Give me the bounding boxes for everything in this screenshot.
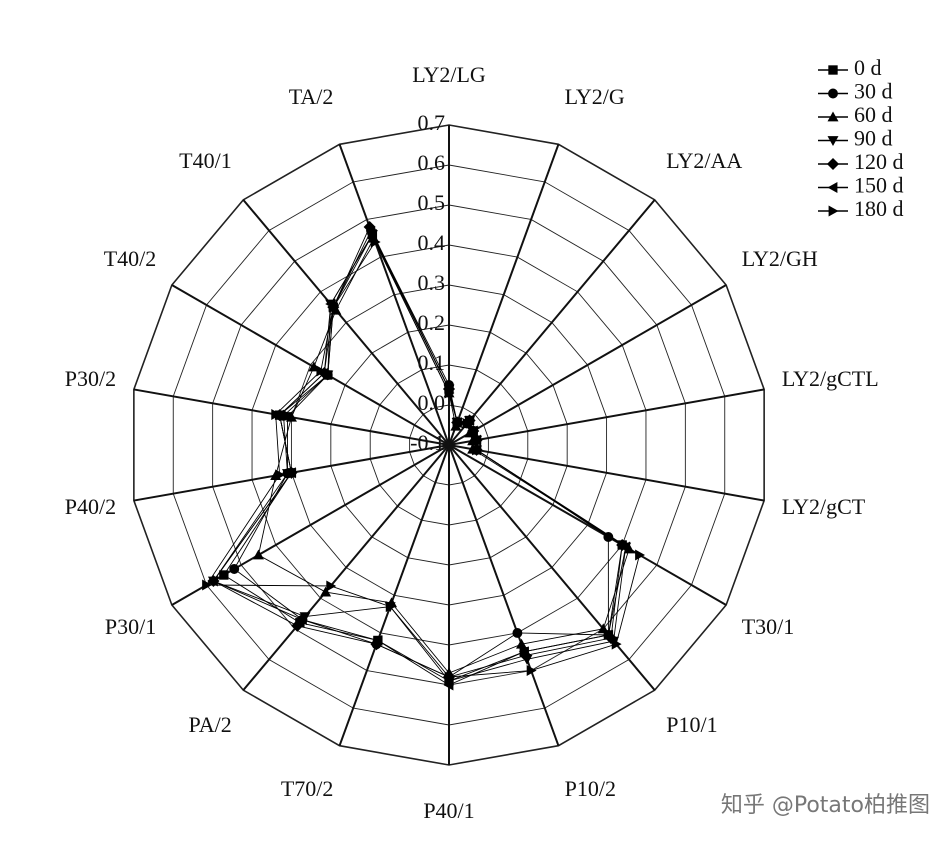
series-line xyxy=(223,233,623,682)
marker xyxy=(516,638,528,649)
legend-marker xyxy=(827,136,839,146)
legend-marker xyxy=(826,157,840,171)
marker xyxy=(271,408,282,420)
legend-marker xyxy=(828,65,838,75)
marker xyxy=(291,619,304,632)
marker xyxy=(443,679,454,691)
tick-label: 0.3 xyxy=(418,270,446,295)
watermark: 知乎 @Potato柏推图 xyxy=(721,793,930,818)
marker xyxy=(320,586,332,597)
legend-label: 90 d xyxy=(854,126,893,151)
legend-marker xyxy=(828,88,838,99)
tick-label: 0.5 xyxy=(418,190,446,215)
legend-label: 180 d xyxy=(854,196,904,221)
marker xyxy=(366,229,377,241)
tick-label: 0.4 xyxy=(418,230,446,255)
marker xyxy=(620,541,631,553)
marker xyxy=(526,665,537,677)
axis-label: LY2/AA xyxy=(666,148,742,173)
spoke xyxy=(448,444,765,502)
plot xyxy=(202,220,646,691)
axis-label: LY2/GH xyxy=(742,246,818,271)
axis-label: LY2/LG xyxy=(412,62,486,87)
marker xyxy=(452,416,463,428)
marker xyxy=(444,671,455,683)
marker xyxy=(518,646,529,658)
marker xyxy=(512,627,523,638)
spoke xyxy=(448,444,656,691)
spoke xyxy=(338,444,450,747)
axis-label: P10/2 xyxy=(565,776,616,801)
tick-label: 0.6 xyxy=(418,150,446,175)
marker xyxy=(462,418,473,430)
grid: -0.10.00.10.20.30.40.50.60.7LY2/LGLY2/GL… xyxy=(65,62,879,823)
marker xyxy=(444,387,455,399)
legend-label: 60 d xyxy=(854,102,893,127)
marker xyxy=(635,549,646,561)
marker xyxy=(597,623,609,634)
axis-label: LY2/gCTL xyxy=(782,366,879,391)
spoke xyxy=(448,388,765,446)
axis-label: T30/1 xyxy=(742,614,795,639)
marker xyxy=(370,638,383,651)
axis-label: T70/2 xyxy=(281,776,334,801)
legend-label: 30 d xyxy=(854,79,893,104)
marker xyxy=(296,614,307,626)
series-line xyxy=(257,237,630,674)
legend-label: 0 d xyxy=(854,55,882,80)
spoke xyxy=(171,444,450,606)
marker xyxy=(326,580,337,592)
series-line xyxy=(212,233,627,686)
marker xyxy=(318,367,329,379)
legend-label: 120 d xyxy=(854,149,904,174)
axis-label: T40/2 xyxy=(104,246,157,271)
axis-label: LY2/gCT xyxy=(782,494,866,519)
marker xyxy=(602,629,613,641)
spoke xyxy=(242,444,450,691)
spoke xyxy=(448,444,727,606)
axis-label: P10/1 xyxy=(666,712,717,737)
axis-label: T40/1 xyxy=(179,148,232,173)
marker xyxy=(202,579,213,591)
axis-label: P30/2 xyxy=(65,366,116,391)
marker xyxy=(285,467,296,479)
axis-label: P30/1 xyxy=(105,614,156,639)
marker xyxy=(219,570,229,580)
legend-marker xyxy=(828,205,839,217)
marker xyxy=(385,601,396,613)
marker xyxy=(370,236,381,248)
marker xyxy=(468,425,479,437)
marker xyxy=(472,434,483,446)
spoke xyxy=(448,143,560,446)
legend-label: 150 d xyxy=(854,173,904,198)
axis-label: LY2/G xyxy=(565,84,625,109)
spoke xyxy=(448,284,727,446)
marker xyxy=(611,638,622,650)
marker xyxy=(275,469,286,481)
axis-label: P40/1 xyxy=(423,798,474,823)
axis-label: TA/2 xyxy=(289,84,334,109)
marker xyxy=(207,575,218,587)
marker xyxy=(252,549,264,560)
spoke xyxy=(448,199,656,446)
marker xyxy=(316,365,327,377)
marker xyxy=(229,564,240,574)
marker xyxy=(328,301,339,313)
spoke xyxy=(171,284,450,446)
spoke xyxy=(338,143,450,446)
marker xyxy=(363,220,376,234)
spoke xyxy=(242,199,450,446)
marker xyxy=(472,444,483,456)
tick-label: 0.7 xyxy=(418,110,446,135)
legend-marker xyxy=(827,182,838,193)
axis-label: P40/2 xyxy=(65,494,116,519)
marker xyxy=(372,634,383,646)
spoke xyxy=(448,444,560,747)
axis-label: PA/2 xyxy=(189,712,232,737)
legend-marker xyxy=(827,111,839,122)
